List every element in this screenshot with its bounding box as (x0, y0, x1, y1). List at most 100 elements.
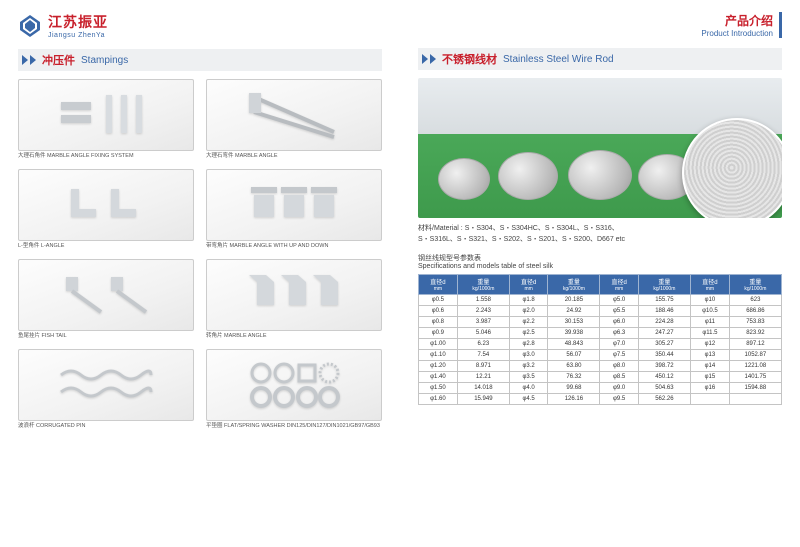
table-cell: φ3.0 (509, 350, 547, 361)
chevron-icon (422, 54, 436, 64)
table-cell: 76.32 (548, 372, 600, 383)
table-row: φ1.208.971φ3.263.80φ8.0398.72φ141221.08 (419, 361, 782, 372)
table-body: φ0.51.558φ1.820.185φ5.0155.75φ10623φ0.62… (419, 295, 782, 405)
product-thumb (206, 349, 382, 421)
table-cell: 20.185 (548, 295, 600, 306)
table-cell: φ2.8 (509, 339, 547, 350)
table-header-cell: 重量kg/1000m (457, 275, 509, 295)
table-cell: φ0.5 (419, 295, 458, 306)
table-cell: 14.018 (457, 383, 509, 394)
table-cell: φ1.20 (419, 361, 458, 372)
table-cell: φ1.00 (419, 339, 458, 350)
table-cell (690, 394, 729, 405)
material-block: 材料/Material : S・S304、S・S304HC、S・S304L、S・… (418, 224, 782, 245)
material-label: 材料/Material : (418, 225, 463, 232)
table-cell: 39.938 (548, 328, 600, 339)
table-header-cell: 直径dmm (600, 275, 638, 295)
table-cell: φ1.40 (419, 372, 458, 383)
table-cell: φ2.5 (509, 328, 547, 339)
table-cell: φ12 (690, 339, 729, 350)
product-shape-icon (51, 357, 161, 413)
section-title-cn: 不锈钢线材 (442, 51, 497, 67)
spec-table: 直径dmm重量kg/1000m直径dmm重量kg/1000m直径dmm重量kg/… (418, 274, 782, 405)
table-row: φ0.95.046φ2.539.938φ6.3247.27φ11.5823.92 (419, 328, 782, 339)
table-cell: 15.949 (457, 394, 509, 405)
table-cell: φ1.50 (419, 383, 458, 394)
table-cell: 753.83 (729, 317, 781, 328)
product-caption: 大理石弯件 MARBLE ANGLE (206, 153, 382, 163)
table-cell: φ10.5 (690, 306, 729, 317)
product-thumb (206, 79, 382, 151)
table-cell: 5.046 (457, 328, 509, 339)
table-cell: 155.75 (638, 295, 690, 306)
table-cell: φ14 (690, 361, 729, 372)
table-cell: 188.46 (638, 306, 690, 317)
page-header-right: 产品介绍 Product Introduction (418, 12, 782, 38)
table-cell: 48.843 (548, 339, 600, 350)
table-cell: 8.971 (457, 361, 509, 372)
spec-title-cn: 钢丝线规型号参数表 (418, 255, 481, 262)
table-header-cell: 直径dmm (509, 275, 547, 295)
table-cell: φ8.5 (600, 372, 638, 383)
header-right-en: Product Introduction (418, 29, 773, 38)
table-row: φ1.5014.018φ4.099.68φ9.0504.63φ161594.88 (419, 383, 782, 394)
table-cell: φ4.5 (509, 394, 547, 405)
product-thumb (18, 169, 194, 241)
table-cell: 450.12 (638, 372, 690, 383)
table-cell: 504.63 (638, 383, 690, 394)
product-cell: 转角片 MARBLE ANGLE (206, 259, 382, 343)
table-row: φ1.006.23φ2.848.843φ7.0305.27φ12897.12 (419, 339, 782, 350)
table-cell: 823.92 (729, 328, 781, 339)
table-cell: 6.23 (457, 339, 509, 350)
section-title-en: Stampings (81, 55, 128, 66)
table-cell (729, 394, 781, 405)
table-cell: 897.12 (729, 339, 781, 350)
table-row: φ1.4012.21φ3.576.32φ8.5450.12φ151401.75 (419, 372, 782, 383)
table-cell: φ4.0 (509, 383, 547, 394)
table-cell: φ10 (690, 295, 729, 306)
spec-title: 钢丝线规型号参数表 Specifications and models tabl… (418, 253, 782, 270)
table-cell: φ2.2 (509, 317, 547, 328)
table-cell: 398.72 (638, 361, 690, 372)
product-cell: 带弯角片 MARBLE ANGLE WITH UP AND DOWN (206, 169, 382, 253)
company-name-cn: 江苏振亚 (48, 12, 108, 32)
table-cell: φ11 (690, 317, 729, 328)
table-cell: 1052.87 (729, 350, 781, 361)
product-shape-icon (239, 87, 349, 143)
product-shape-icon (239, 177, 349, 233)
table-cell: φ1.60 (419, 394, 458, 405)
product-shape-icon (239, 357, 349, 413)
product-cell: 波浪杆 CORRUGATED PIN (18, 349, 194, 433)
table-cell: φ16 (690, 383, 729, 394)
company-name-block: 江苏振亚 Jiangsu ZhenYa (48, 12, 108, 39)
table-cell: φ8.0 (600, 361, 638, 372)
table-cell: 224.28 (638, 317, 690, 328)
table-cell: φ0.8 (419, 317, 458, 328)
table-row: φ1.107.54φ3.056.07φ7.5350.44φ131052.87 (419, 350, 782, 361)
table-cell: φ7.0 (600, 339, 638, 350)
table-cell: 3.987 (457, 317, 509, 328)
table-cell: φ1.10 (419, 350, 458, 361)
table-cell: φ9.5 (600, 394, 638, 405)
table-cell: φ6.3 (600, 328, 638, 339)
table-cell: 562.26 (638, 394, 690, 405)
section-bar-stampings: 冲压件 Stampings (18, 49, 382, 71)
product-caption: 带弯角片 MARBLE ANGLE WITH UP AND DOWN (206, 243, 382, 253)
product-caption: L-型角件 L-ANGLE (18, 243, 194, 253)
left-page: 江苏振亚 Jiangsu ZhenYa 冲压件 Stampings 大理石角件 … (0, 0, 400, 547)
product-caption: 波浪杆 CORRUGATED PIN (18, 423, 194, 433)
table-cell: 126.16 (548, 394, 600, 405)
product-grid: 大理石角件 MARBLE ANGLE FIXING SYSTEM 大理石弯件 M… (18, 79, 382, 433)
table-cell: 63.80 (548, 361, 600, 372)
material-text-2: S・S316L、S・S321、S・S202、S・S201、S・S200、D667… (418, 236, 625, 243)
spec-title-en: Specifications and models table of steel… (418, 263, 553, 270)
table-cell: φ0.6 (419, 306, 458, 317)
product-cell: 大理石角件 MARBLE ANGLE FIXING SYSTEM (18, 79, 194, 163)
product-shape-icon (51, 267, 161, 323)
product-cell: 平垫圈 FLAT/SPRING WASHER DIN125/DIN127/DIN… (206, 349, 382, 433)
table-header-row: 直径dmm重量kg/1000m直径dmm重量kg/1000m直径dmm重量kg/… (419, 275, 782, 295)
company-name-en: Jiangsu ZhenYa (48, 32, 108, 39)
table-header-cell: 重量kg/1000m (548, 275, 600, 295)
table-cell: 1594.88 (729, 383, 781, 394)
table-cell: 1221.08 (729, 361, 781, 372)
